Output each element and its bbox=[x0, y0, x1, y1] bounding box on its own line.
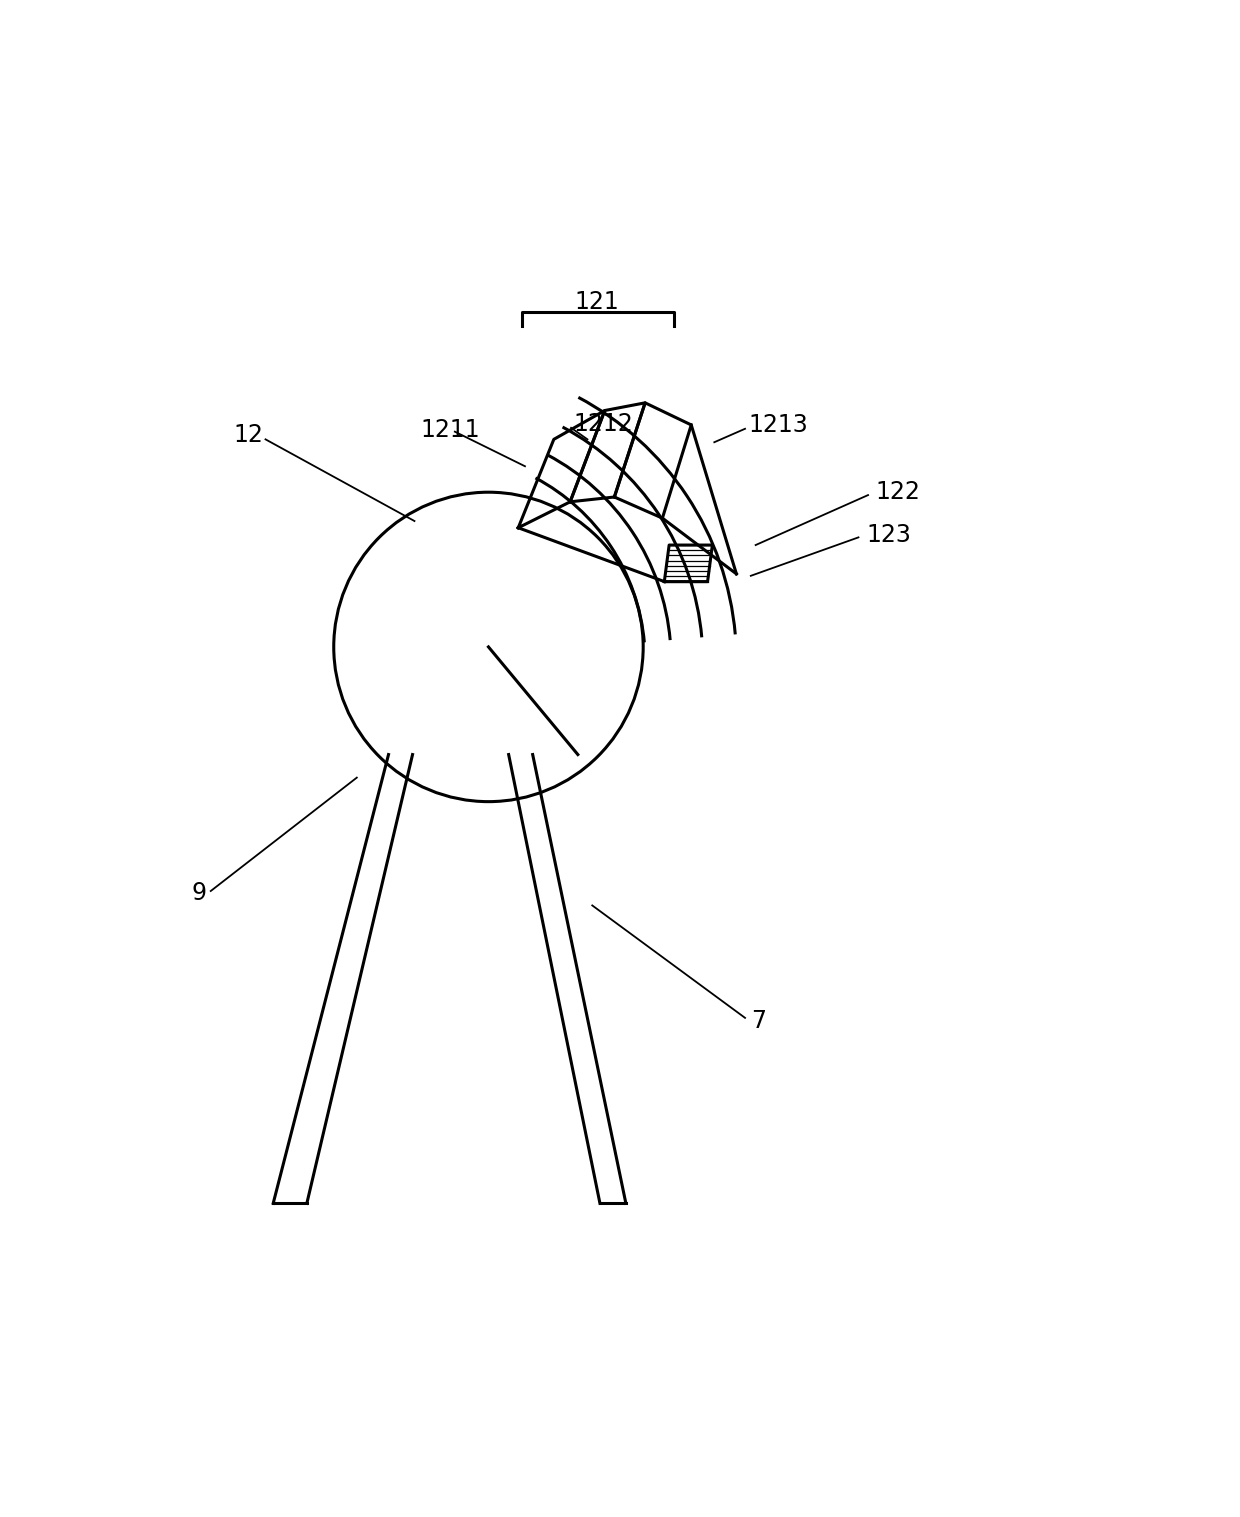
Text: 7: 7 bbox=[751, 1009, 766, 1033]
Text: 121: 121 bbox=[574, 290, 620, 314]
Text: 123: 123 bbox=[866, 523, 911, 548]
Text: 1211: 1211 bbox=[420, 417, 480, 441]
Text: 122: 122 bbox=[875, 481, 920, 504]
Text: 9: 9 bbox=[191, 881, 207, 906]
Text: 1213: 1213 bbox=[749, 413, 808, 437]
Text: 1212: 1212 bbox=[573, 413, 632, 435]
Text: 12: 12 bbox=[234, 423, 264, 446]
